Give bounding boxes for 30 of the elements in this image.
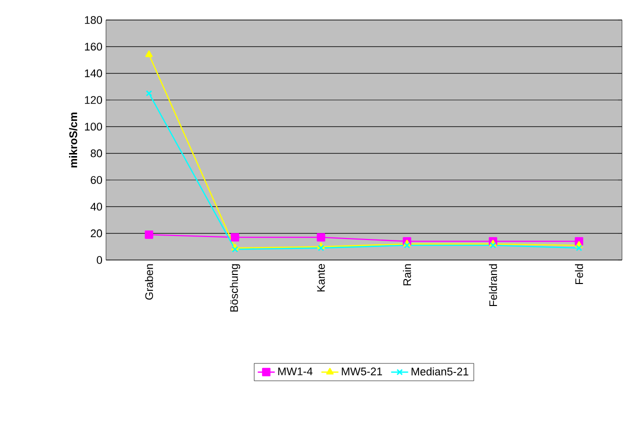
legend-label: MW5-21 xyxy=(342,368,382,376)
point xyxy=(146,90,152,97)
point xyxy=(318,244,324,252)
y-tick-label: 120 xyxy=(84,96,102,104)
point xyxy=(145,50,153,58)
x-tick-label: Rain xyxy=(402,264,412,286)
y-tick-label: 140 xyxy=(84,69,102,78)
point xyxy=(316,233,326,242)
x-tick-label: Graben xyxy=(144,264,154,300)
point xyxy=(404,242,410,249)
x-tick-label: Kante xyxy=(317,264,325,292)
y-tick-label: 100 xyxy=(84,122,102,131)
y-tick-label: 20 xyxy=(90,229,102,238)
y-tick-label: 0 xyxy=(96,256,102,264)
legend-label: Median5-21 xyxy=(412,367,468,376)
point xyxy=(232,246,238,253)
x-tick-label: Böschung xyxy=(230,264,240,312)
y-tick-label: 80 xyxy=(90,149,102,158)
y-tick-label: 40 xyxy=(90,202,102,211)
y-tick-label: 60 xyxy=(90,176,102,184)
y-axis-title: mikroS/cm xyxy=(69,112,78,168)
legend-label: MW1-4 xyxy=(278,368,312,376)
point xyxy=(490,242,496,249)
point xyxy=(230,233,240,242)
x-tick-label: Feld xyxy=(574,264,584,284)
point xyxy=(144,230,154,239)
y-tick-label: 180 xyxy=(84,16,102,24)
y-tick-label: 160 xyxy=(84,42,102,51)
x-tick-label: Feldrand xyxy=(488,264,498,306)
point xyxy=(576,244,582,252)
